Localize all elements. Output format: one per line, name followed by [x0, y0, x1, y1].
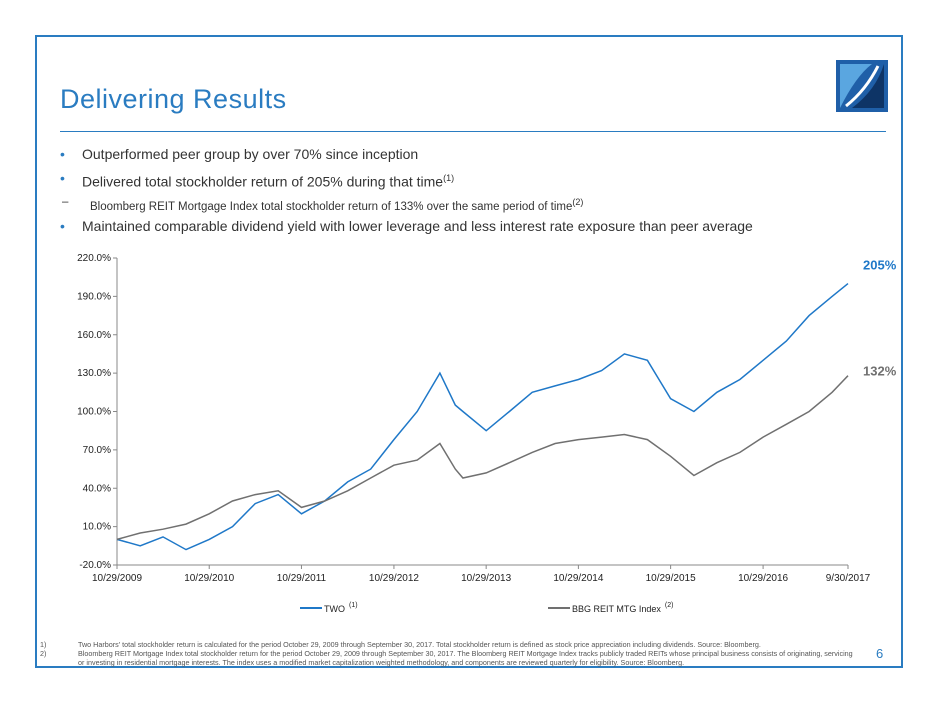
y-tick-label: 160.0% [77, 330, 111, 341]
bullet-text: Outperformed peer group by over 70% sinc… [82, 146, 419, 162]
x-tick-label: 10/29/2016 [738, 573, 788, 584]
bullet-text: Delivered total stockholder return of 20… [82, 173, 444, 190]
legend-note: (1) [349, 602, 358, 609]
y-tick-label: 10.0% [83, 522, 111, 533]
bullet: Outperformed peer group by over 70% sinc… [60, 142, 890, 166]
x-tick-label: 9/30/2017 [826, 573, 871, 584]
y-tick-label: 100.0% [77, 407, 111, 418]
legend-note: (2) [665, 602, 674, 609]
legend-label: TWO [324, 604, 345, 614]
x-tick-label: 10/29/2011 [277, 573, 327, 584]
y-tick-label: 220.0% [77, 253, 111, 264]
bullet: Bloomberg REIT Mortgage Index total stoc… [60, 190, 890, 214]
footnote: 1) Two Harbors' total stockholder return … [40, 640, 860, 649]
y-tick-label: 190.0% [77, 291, 111, 302]
end-label: 132% [863, 364, 897, 379]
chart: -20.0% 10.0% 40.0% 70.0% 100.0% 130.0% 160.0% 1… [77, 253, 897, 614]
x-tick-label: 10/29/2014 [553, 573, 603, 584]
x-tick-label: 10/29/2012 [369, 573, 419, 584]
footnote: 2) Bloomberg REIT Mortgage Index total st… [40, 649, 860, 667]
x-tick-label: 10/29/2015 [646, 573, 696, 584]
footnote-text: Two Harbors' total stockholder return is… [78, 640, 761, 649]
bullets: Outperformed peer group by over 70% sinc… [60, 142, 890, 238]
legend-label: BBG REIT MTG Index [572, 604, 661, 614]
title: Delivering Results [60, 84, 287, 114]
series-line [116, 375, 849, 541]
logo [836, 60, 888, 112]
x-tick-label: 10/29/2013 [461, 573, 511, 584]
bullet-text: Bloomberg REIT Mortgage Index total stoc… [90, 200, 573, 213]
rule [60, 131, 886, 132]
page-number: 6 [876, 646, 884, 661]
footnote-num: 2) [40, 649, 47, 658]
bullet: Delivered total stockholder return of 20… [60, 166, 890, 190]
y-tick-label: 130.0% [77, 368, 111, 379]
footnote-text: Bloomberg REIT Mortgage Index total stoc… [78, 649, 853, 667]
footnote-num: 1) [40, 640, 47, 649]
footnotes: 1) Two Harbors' total stockholder return … [40, 640, 860, 667]
footnote-ref: (2) [572, 197, 584, 207]
y-tick-label: -20.0% [79, 560, 111, 571]
x-tick-label: 10/29/2009 [92, 573, 142, 584]
bullet-text: Maintained comparable dividend yield wit… [82, 218, 753, 234]
y-tick-label: 70.0% [83, 445, 111, 456]
frame [35, 35, 903, 668]
footnote-ref: (1) [443, 173, 455, 183]
series-line [116, 283, 849, 551]
x-tick-label: 10/29/2010 [184, 573, 234, 584]
end-label: 205% [863, 258, 897, 273]
bullet: Maintained comparable dividend yield wit… [60, 214, 890, 238]
y-tick-label: 40.0% [83, 483, 111, 494]
